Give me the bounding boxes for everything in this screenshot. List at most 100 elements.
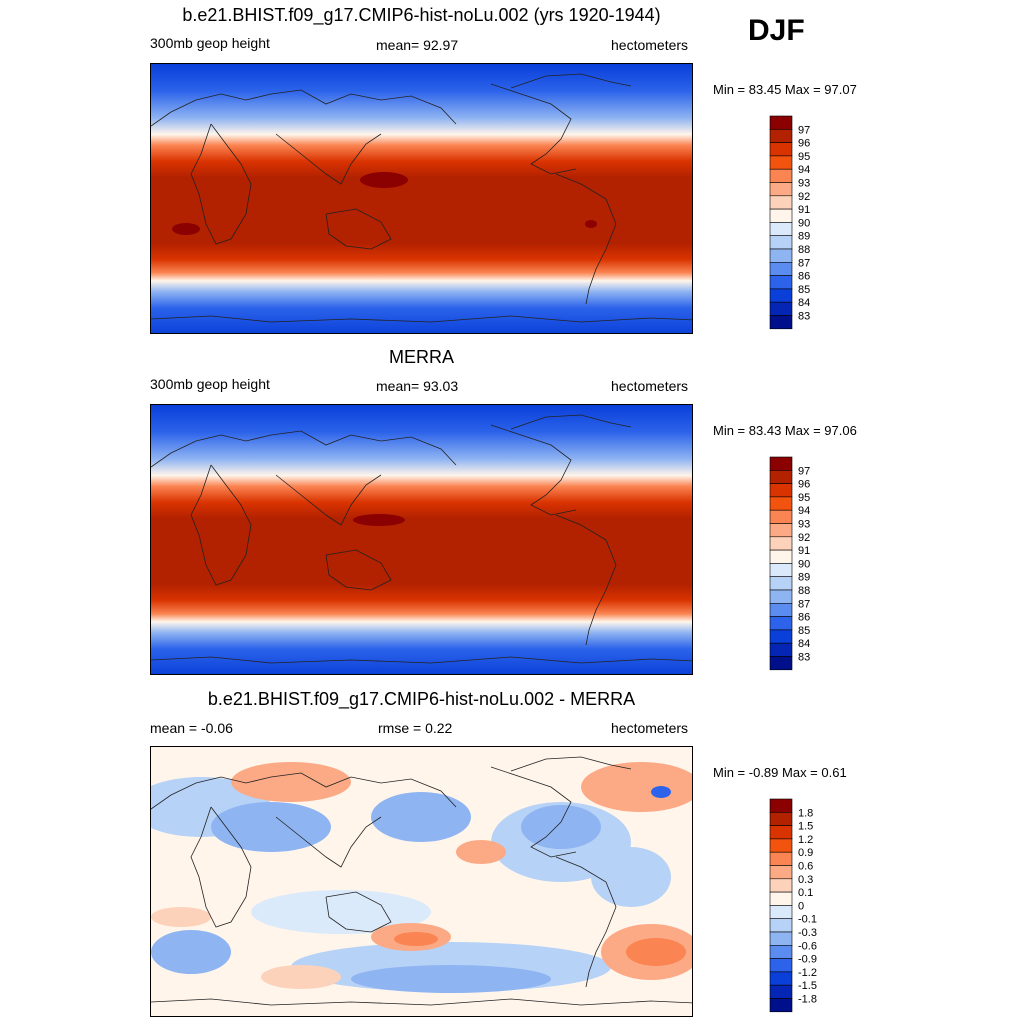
colorbar-tick-label: 90: [798, 558, 810, 570]
mean-label: mean= 92.97: [376, 37, 459, 53]
colorbar-box: [769, 456, 793, 471]
colorbar-box: [769, 195, 793, 210]
colorbar-tick-label: 0.9: [798, 847, 813, 859]
map-svg: [151, 405, 692, 674]
mean-label: mean= 93.03: [376, 378, 459, 394]
colorbar-tick-label: -0.1: [798, 914, 817, 926]
units-label: hectometers: [611, 37, 689, 53]
colorbar-box: [769, 629, 793, 644]
map-svg: [151, 64, 692, 333]
colorbar-tick-label: 92: [798, 191, 810, 203]
variable-label: 300mb geop height: [150, 376, 270, 392]
colorbar-box: [769, 523, 793, 538]
colorbar-box: [769, 798, 793, 813]
colorbar-tick-label: 93: [798, 519, 810, 531]
colorbar-box: [769, 549, 793, 564]
panel-title: b.e21.BHIST.f09_g17.CMIP6-hist-noLu.002 …: [207, 689, 636, 709]
colorbar-tick-label: 84: [798, 638, 810, 650]
colorbar-tick-label: -0.3: [798, 927, 817, 939]
colorbar-box: [769, 865, 793, 880]
colorbar-box: [769, 301, 793, 316]
colorbar-box: [769, 905, 793, 920]
colorbar-tick-label: 96: [798, 138, 810, 150]
colorbar-box: [769, 483, 793, 498]
colorbar-tick-label: -1.5: [798, 980, 817, 992]
colorbar-box: [769, 642, 793, 657]
colorbar-box: [769, 998, 793, 1013]
colorbar-box: [769, 945, 793, 959]
colorbar-box: [769, 825, 793, 840]
colorbar-box: [769, 288, 793, 303]
panel-title: b.e21.BHIST.f09_g17.CMIP6-hist-noLu.002 …: [182, 5, 661, 25]
colorbar-box: [769, 971, 793, 986]
colorbar-tick-label: 1.5: [798, 821, 813, 833]
map-plot: [150, 404, 693, 675]
colorbar-box: [769, 248, 793, 263]
coastlines: [151, 73, 692, 323]
colorbar-tick-label: 87: [798, 257, 810, 269]
colorbar-tick-label: 85: [798, 284, 810, 296]
colorbar-box: [769, 984, 793, 999]
colorbar-box: [769, 509, 793, 524]
colorbar-tick-label: -1.2: [798, 967, 817, 979]
colorbar-box: [769, 496, 793, 511]
colorbar-tick-label: 94: [798, 164, 810, 176]
colorbar-box: [769, 656, 793, 671]
colorbar-tick-label: 83: [798, 652, 810, 664]
colorbar-tick-label: 0.1: [798, 887, 813, 899]
colorbar-box: [769, 115, 793, 130]
colorbar-tick-label: 90: [798, 217, 810, 229]
colorbar-box: [769, 182, 793, 197]
colorbar-tick-label: 97: [798, 465, 810, 477]
colorbar-box: [769, 589, 793, 604]
colorbar-tick-label: 0.6: [798, 861, 813, 873]
colorbar-tick-label: -1.8: [798, 994, 817, 1006]
colorbar-tick-label: 97: [798, 124, 810, 136]
colorbar-box: [769, 851, 793, 866]
colorbar-box: [769, 235, 793, 250]
coastlines: [151, 756, 692, 1006]
colorbar-tick-label: 94: [798, 505, 810, 517]
mean-label: mean = -0.06: [150, 720, 233, 736]
colorbar-tick-label: 0: [798, 900, 804, 912]
colorbar-box: [769, 128, 793, 143]
colorbar-tick-label: 84: [798, 297, 810, 309]
colorbar-tick-label: 89: [798, 572, 810, 584]
colorbar-box: [769, 918, 793, 933]
colorbar-box: [769, 275, 793, 290]
season-label: DJF: [748, 14, 805, 47]
colorbar-tick-label: 1.2: [798, 834, 813, 846]
colorbar-box: [769, 155, 793, 170]
colorbar-tick-label: 83: [798, 311, 810, 323]
colorbar-box: [769, 262, 793, 276]
colorbar-tick-label: 93: [798, 178, 810, 190]
map-svg: [151, 747, 692, 1016]
colorbar-box: [769, 563, 793, 578]
colorbar-box: [769, 208, 793, 223]
colorbar-tick-label: 1.8: [798, 807, 813, 819]
colorbar-box: [769, 168, 793, 183]
colorbar-box: [769, 536, 793, 551]
colorbar-box: [769, 469, 793, 484]
colorbar-tick-label: 0.3: [798, 874, 813, 886]
colorbar: 1.81.51.20.90.60.30.10-0.1-0.3-0.6-0.9-1…: [769, 798, 817, 1013]
coastlines: [151, 414, 692, 664]
map-plot: [150, 63, 693, 334]
colorbar-tick-label: 86: [798, 612, 810, 624]
colorbar-box: [769, 222, 793, 237]
rmse-label: rmse = 0.22: [378, 720, 453, 736]
colorbar-box: [769, 878, 793, 893]
min-max-label: Min = 83.43 Max = 97.06: [713, 423, 857, 438]
colorbar-box: [769, 576, 793, 591]
colorbar-tick-label: 88: [798, 244, 810, 256]
colorbar-box: [769, 603, 793, 617]
colorbar-box: [769, 142, 793, 157]
min-max-label: Min = -0.89 Max = 0.61: [713, 765, 847, 780]
colorbar-tick-label: -0.6: [798, 940, 817, 952]
colorbar-tick-label: 88: [798, 585, 810, 597]
colorbar-box: [769, 315, 793, 330]
colorbar-tick-label: 96: [798, 479, 810, 491]
colorbar-tick-label: 87: [798, 598, 810, 610]
colorbar-tick-label: 86: [798, 271, 810, 283]
